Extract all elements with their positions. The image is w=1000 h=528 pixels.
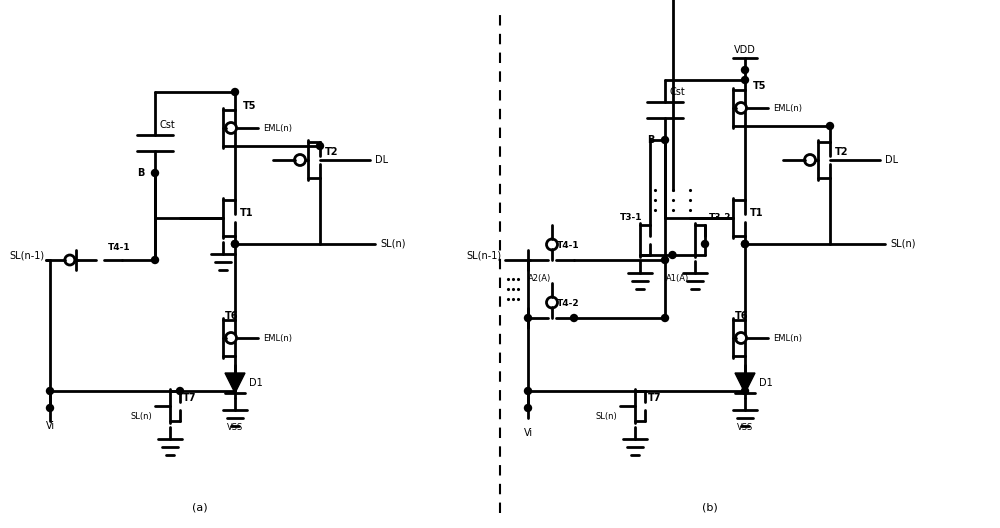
Text: Vi: Vi [45, 421, 55, 431]
Text: B: B [648, 135, 655, 145]
Text: T2: T2 [835, 147, 849, 157]
Text: T7: T7 [183, 393, 196, 403]
Text: EML(n): EML(n) [773, 334, 802, 343]
Text: T7: T7 [648, 393, 662, 403]
Circle shape [741, 388, 748, 394]
Text: EML(n): EML(n) [263, 334, 292, 343]
Circle shape [152, 169, 158, 176]
Text: T5: T5 [753, 81, 766, 91]
Text: VSS: VSS [737, 423, 753, 432]
Text: B: B [138, 168, 145, 178]
Text: VSS: VSS [227, 423, 243, 432]
Circle shape [232, 374, 239, 382]
Circle shape [702, 240, 708, 248]
Circle shape [316, 143, 324, 149]
Text: T5: T5 [243, 101, 256, 111]
Text: A1(A): A1(A) [666, 274, 689, 282]
Circle shape [662, 137, 668, 144]
Text: T1: T1 [240, 208, 254, 218]
Text: (a): (a) [192, 503, 208, 513]
Text: SL(n): SL(n) [380, 239, 406, 249]
Circle shape [827, 122, 834, 129]
Text: Vi: Vi [523, 428, 533, 438]
Text: EML(n): EML(n) [263, 124, 292, 133]
Circle shape [741, 77, 748, 83]
Text: DL: DL [375, 155, 388, 165]
Text: DL: DL [885, 155, 898, 165]
Circle shape [741, 67, 748, 73]
Text: A2(A): A2(A) [528, 275, 551, 284]
Circle shape [232, 89, 239, 96]
Circle shape [524, 404, 531, 411]
Text: Cst: Cst [160, 120, 176, 130]
Circle shape [570, 315, 577, 322]
Polygon shape [735, 373, 755, 393]
Text: T1: T1 [750, 208, 764, 218]
Text: EML(n): EML(n) [773, 103, 802, 112]
Text: T4-1: T4-1 [557, 240, 580, 250]
Text: SL(n-1): SL(n-1) [467, 250, 502, 260]
Circle shape [152, 257, 158, 263]
Text: SL(n): SL(n) [890, 239, 915, 249]
Circle shape [662, 315, 668, 322]
Circle shape [524, 315, 531, 322]
Circle shape [46, 404, 54, 411]
Text: Cst: Cst [670, 87, 686, 97]
Text: D1: D1 [249, 378, 263, 388]
Text: VDD: VDD [734, 45, 756, 55]
Circle shape [741, 240, 748, 248]
Circle shape [232, 240, 239, 248]
Text: T3-1: T3-1 [620, 213, 642, 222]
Text: D1: D1 [759, 378, 773, 388]
Polygon shape [225, 373, 245, 393]
Circle shape [524, 388, 531, 394]
Circle shape [662, 257, 668, 263]
Circle shape [232, 240, 239, 248]
Circle shape [741, 374, 748, 382]
Circle shape [741, 240, 748, 248]
Text: T4-1: T4-1 [108, 243, 131, 252]
Text: SL(n): SL(n) [595, 411, 617, 420]
Circle shape [46, 388, 54, 394]
Text: SL(n-1): SL(n-1) [10, 250, 45, 260]
Text: (b): (b) [702, 503, 718, 513]
Text: T6: T6 [735, 311, 748, 321]
Text: T4-2: T4-2 [557, 298, 580, 307]
Text: T2: T2 [325, 147, 338, 157]
Circle shape [176, 388, 184, 394]
Circle shape [669, 251, 676, 259]
Text: T3-2: T3-2 [709, 213, 732, 222]
Text: T6: T6 [225, 311, 239, 321]
Text: SL(n): SL(n) [130, 411, 152, 420]
